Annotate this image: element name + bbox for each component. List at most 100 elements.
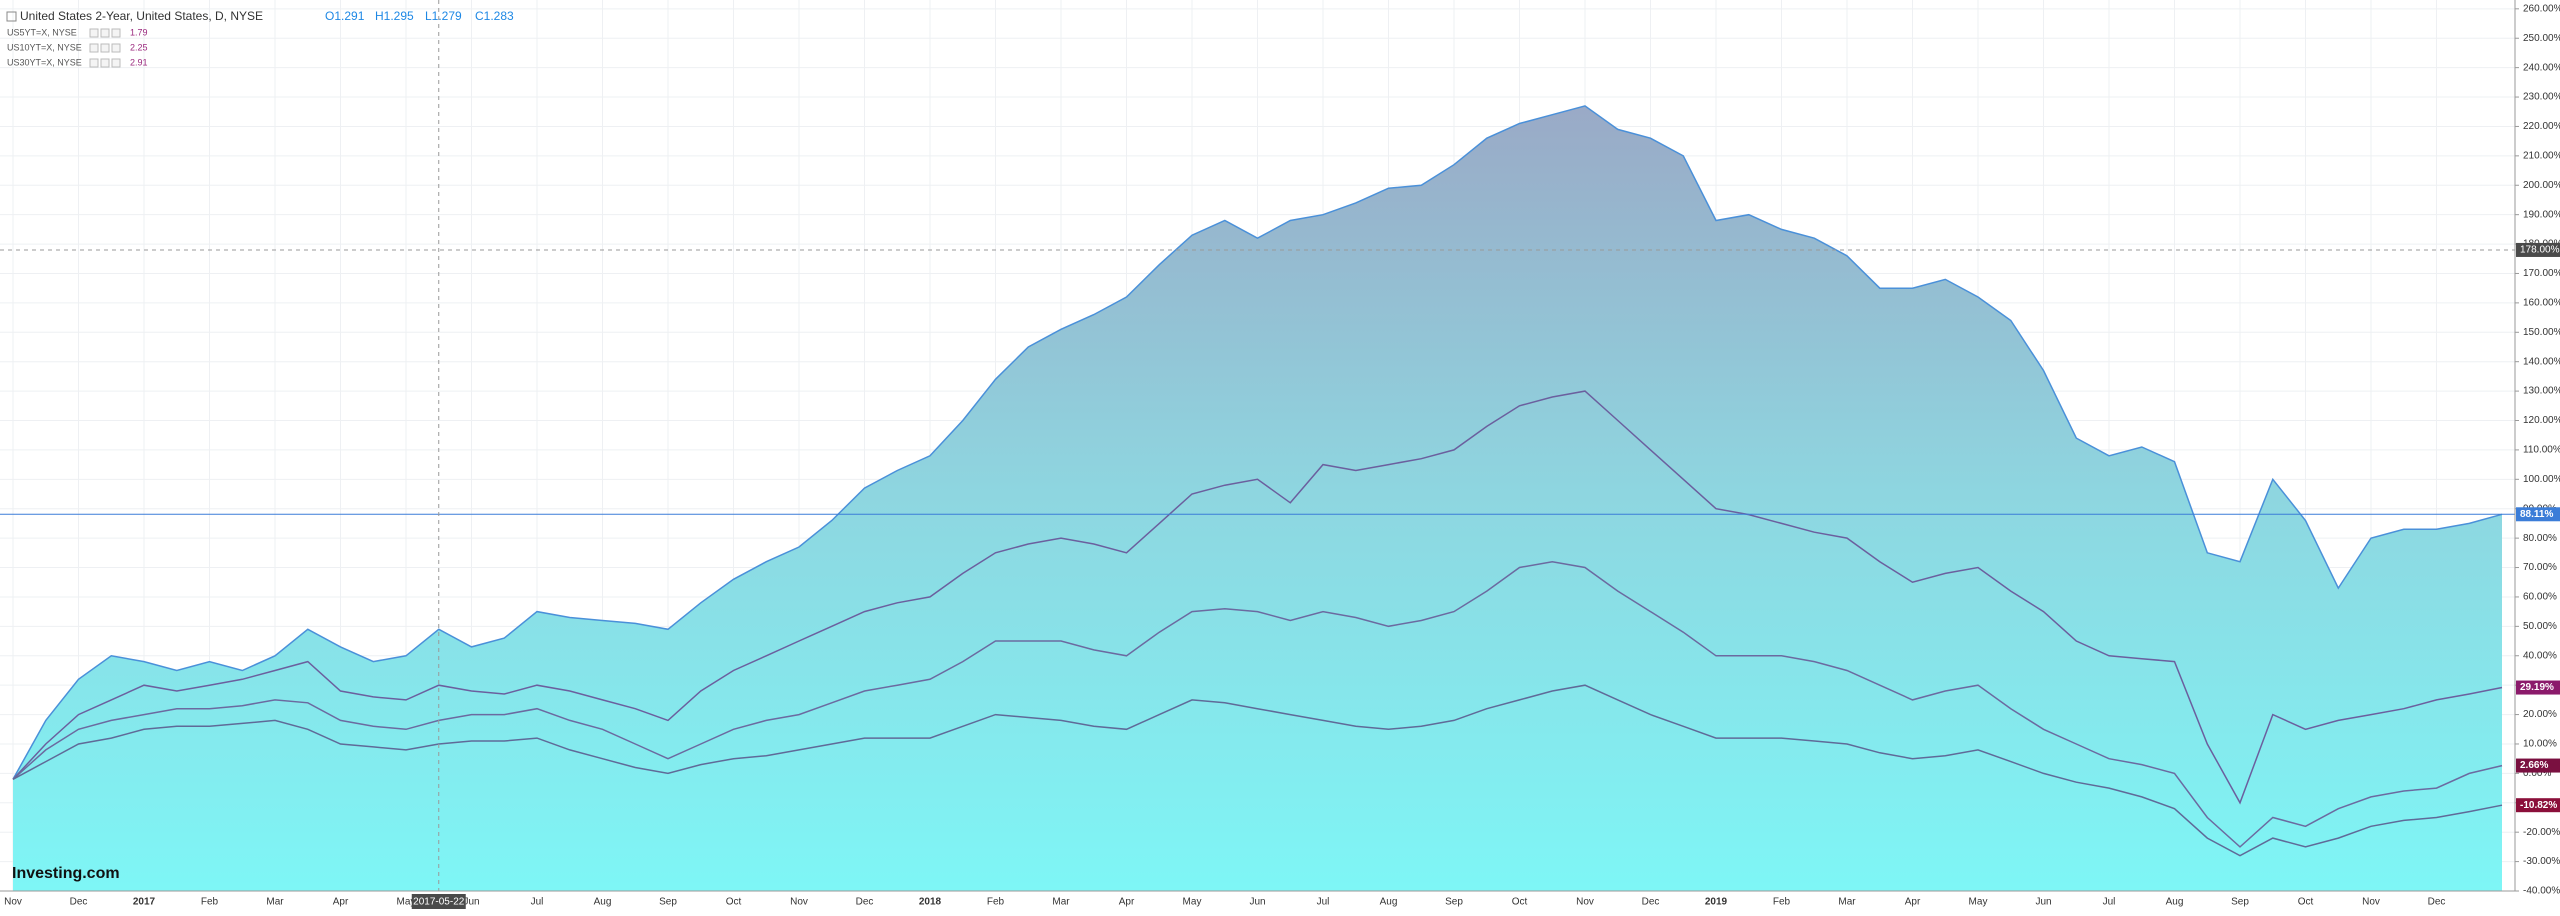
legend-price: 2.25 <box>130 42 148 52</box>
legend-button <box>100 58 110 68</box>
x-tick-label: Aug <box>1380 897 1398 908</box>
legend-entry: US5YT=X, NYSE <box>7 27 77 37</box>
y-tick-label: 70.00% <box>2523 562 2557 573</box>
x-tick-label: Dec <box>1642 897 1660 908</box>
legend-button <box>111 58 121 68</box>
y-tick-label: 250.00% <box>2523 33 2560 44</box>
x-tick-label: Nov <box>2362 897 2380 908</box>
legend-price: 2.91 <box>130 57 148 67</box>
crosshair-y-label: 178.00% <box>2520 245 2560 256</box>
x-tick-label: Mar <box>266 897 284 908</box>
x-tick-label: Nov <box>4 897 22 908</box>
y-tick-label: 120.00% <box>2523 415 2560 426</box>
x-tick-label: Jul <box>531 897 544 908</box>
y-tick-label: -30.00% <box>2523 856 2560 867</box>
y-tick-label: -40.00% <box>2523 886 2560 897</box>
x-tick-label: Apr <box>333 897 349 908</box>
x-tick-label: May <box>1969 897 1988 908</box>
series-line <box>12 684 2503 857</box>
legend-button <box>89 43 99 53</box>
last-value-box <box>2516 507 2560 522</box>
x-tick-label: Mar <box>1052 897 1070 908</box>
x-tick-label: Jul <box>1317 897 1330 908</box>
legend-button <box>89 28 99 38</box>
last-value-label: 2.66% <box>2520 760 2548 771</box>
last-value-label: -10.82% <box>2520 800 2557 811</box>
y-tick-label: 210.00% <box>2523 150 2560 161</box>
x-tick-label: May <box>1183 897 1202 908</box>
last-value-label: 29.19% <box>2520 682 2554 693</box>
legend-title: United States 2-Year, United States, D, … <box>20 9 263 23</box>
x-tick-label: Aug <box>2166 897 2184 908</box>
crosshair-x-label: 2017-05-22 <box>413 897 465 908</box>
crosshair-x-box <box>411 894 466 909</box>
x-tick-label: Aug <box>594 897 612 908</box>
x-tick-label: Oct <box>2298 897 2314 908</box>
legend-button <box>89 58 99 68</box>
x-tick-label: Oct <box>1512 897 1528 908</box>
legend-toggle <box>6 11 17 22</box>
x-tick-label: Mar <box>1838 897 1856 908</box>
y-tick-label: 150.00% <box>2523 327 2560 338</box>
y-tick-label: 160.00% <box>2523 298 2560 309</box>
y-tick-label: 0.00% <box>2523 768 2551 779</box>
y-tick-label: 80.00% <box>2523 533 2557 544</box>
y-tick-label: 200.00% <box>2523 180 2560 191</box>
series-line <box>12 390 2503 805</box>
x-tick-label: Nov <box>1576 897 1594 908</box>
y-tick-label: 40.00% <box>2523 650 2557 661</box>
y-tick-label: 110.00% <box>2523 445 2560 456</box>
x-tick-label: Sep <box>1445 897 1463 908</box>
crosshair-y-box <box>2516 242 2560 257</box>
y-tick-label: 220.00% <box>2523 121 2560 132</box>
ohlc-value: O1.291 <box>325 9 365 23</box>
x-tick-label: Jun <box>2035 897 2051 908</box>
legend-price: 1.79 <box>130 27 148 37</box>
ohlc-value: C1.283 <box>475 9 514 23</box>
last-value-label: 88.11% <box>2520 509 2553 520</box>
x-tick-label: Feb <box>1773 897 1791 908</box>
ohlc-value: H1.295 <box>375 9 414 23</box>
y-tick-label: 10.00% <box>2523 739 2557 750</box>
x-tick-label: Dec <box>70 897 88 908</box>
watermark: Investing.com <box>12 865 120 882</box>
x-tick-label: Feb <box>987 897 1005 908</box>
legend-button <box>111 28 121 38</box>
y-tick-label: 100.00% <box>2523 474 2560 485</box>
legend-button <box>111 43 121 53</box>
x-tick-label: 2017 <box>133 897 156 908</box>
legend-entry: US10YT=X, NYSE <box>7 42 82 52</box>
y-tick-label: -20.00% <box>2523 827 2560 838</box>
x-tick-label: Oct <box>726 897 742 908</box>
x-tick-label: Sep <box>659 897 677 908</box>
last-value-box <box>2516 798 2560 813</box>
x-tick-label: Jun <box>1249 897 1265 908</box>
legend-button <box>100 43 110 53</box>
y-tick-label: 140.00% <box>2523 356 2560 367</box>
x-tick-label: Jun <box>463 897 479 908</box>
area-line <box>12 105 2503 780</box>
x-tick-label: Feb <box>201 897 219 908</box>
x-tick-label: Jul <box>2103 897 2116 908</box>
y-tick-label: 240.00% <box>2523 62 2560 73</box>
last-value-box <box>2516 680 2560 695</box>
y-tick-label: 60.00% <box>2523 592 2557 603</box>
y-tick-label: 230.00% <box>2523 92 2560 103</box>
x-tick-label: Apr <box>1905 897 1921 908</box>
y-tick-label: 130.00% <box>2523 386 2560 397</box>
area-fill <box>13 105 2502 891</box>
ohlc-value: L1.279 <box>425 9 462 23</box>
x-tick-label: Nov <box>790 897 808 908</box>
x-tick-label: Sep <box>2231 897 2249 908</box>
y-tick-label: 190.00% <box>2523 209 2560 220</box>
y-tick-label: 170.00% <box>2523 268 2560 279</box>
x-tick-label: Dec <box>856 897 874 908</box>
legend-button <box>100 28 110 38</box>
x-tick-label: 2019 <box>1705 897 1728 908</box>
series-line <box>12 560 2503 848</box>
y-tick-label: 20.00% <box>2523 709 2557 720</box>
x-tick-label: 2018 <box>919 897 942 908</box>
x-tick-label: May <box>397 897 416 908</box>
x-tick-label: Dec <box>2428 897 2446 908</box>
